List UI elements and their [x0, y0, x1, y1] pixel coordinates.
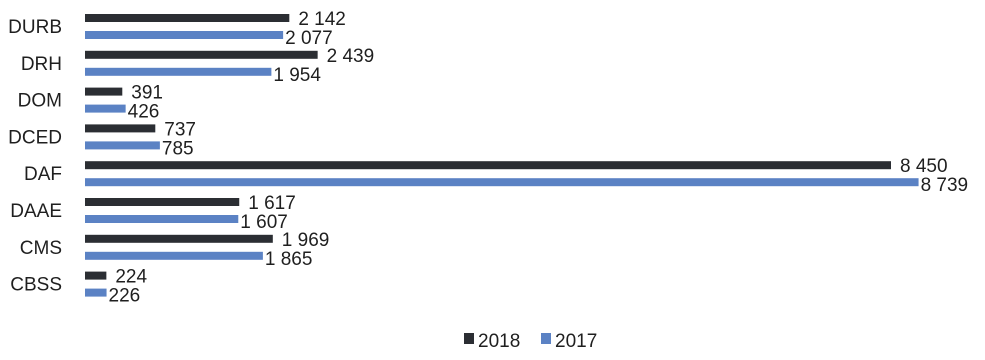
bars	[85, 14, 919, 297]
value-label-2018-cbss: 224	[115, 267, 147, 288]
bar-2017-dom	[85, 104, 126, 113]
value-label-2018-dom: 391	[131, 83, 163, 104]
value-label-2017-dced: 785	[162, 138, 194, 159]
bar-2017-cbss	[85, 288, 107, 297]
value-label-2018-drh: 2 439	[327, 46, 375, 67]
bar-2018-dom	[85, 87, 123, 96]
value-label-2017-drh: 1 954	[273, 65, 321, 86]
legend-swatch-2017	[541, 333, 551, 344]
bar-2018-durb	[85, 14, 290, 22]
bar-2018-cms	[85, 234, 273, 243]
value-label-2017-dom: 426	[128, 102, 160, 123]
bar-2017-daf	[85, 178, 919, 187]
bar-2017-drh	[85, 67, 272, 76]
bar-2018-cbss	[85, 271, 107, 280]
value-label-2018-daf: 8 450	[900, 156, 948, 177]
value-label-2017-cbss: 226	[109, 286, 141, 307]
category-label-dom: DOM	[18, 91, 62, 112]
category-label-daf: DAF	[24, 164, 62, 185]
legend-label-2018: 2018	[478, 331, 520, 352]
category-label-drh: DRH	[21, 54, 62, 75]
bar-2018-daae	[85, 198, 240, 206]
bar-2017-dced	[85, 141, 160, 150]
value-label-2017-daf: 8 739	[921, 175, 969, 196]
category-label-durb: DURB	[8, 17, 62, 38]
category-label-dced: DCED	[8, 127, 62, 148]
value-label-2018-daae: 1 617	[248, 193, 296, 214]
legend-swatch-2018	[464, 333, 474, 344]
value-label-2017-cms: 1 865	[265, 249, 313, 270]
category-labels: DURB DRH DOM DCED DAF DAAE CMS CBSS	[8, 17, 62, 296]
bar-2018-daf	[85, 161, 891, 170]
legend: 2018 2017	[464, 331, 597, 352]
category-label-cms: CMS	[20, 238, 62, 259]
value-label-2018-dced: 737	[164, 119, 196, 140]
bar-2017-cms	[85, 251, 263, 260]
category-label-cbss: CBSS	[10, 275, 62, 296]
value-label-2018-durb: 2 142	[298, 9, 346, 30]
value-label-2017-durb: 2 077	[285, 28, 333, 49]
bar-2018-drh	[85, 50, 318, 59]
legend-label-2017: 2017	[555, 331, 597, 352]
value-label-2018-cms: 1 969	[282, 230, 330, 251]
bar-2018-dced	[85, 124, 156, 133]
value-label-2017-daae: 1 607	[240, 212, 288, 233]
category-label-daae: DAAE	[10, 201, 62, 222]
bar-2017-daae	[85, 215, 239, 223]
bar-2017-durb	[85, 31, 284, 39]
